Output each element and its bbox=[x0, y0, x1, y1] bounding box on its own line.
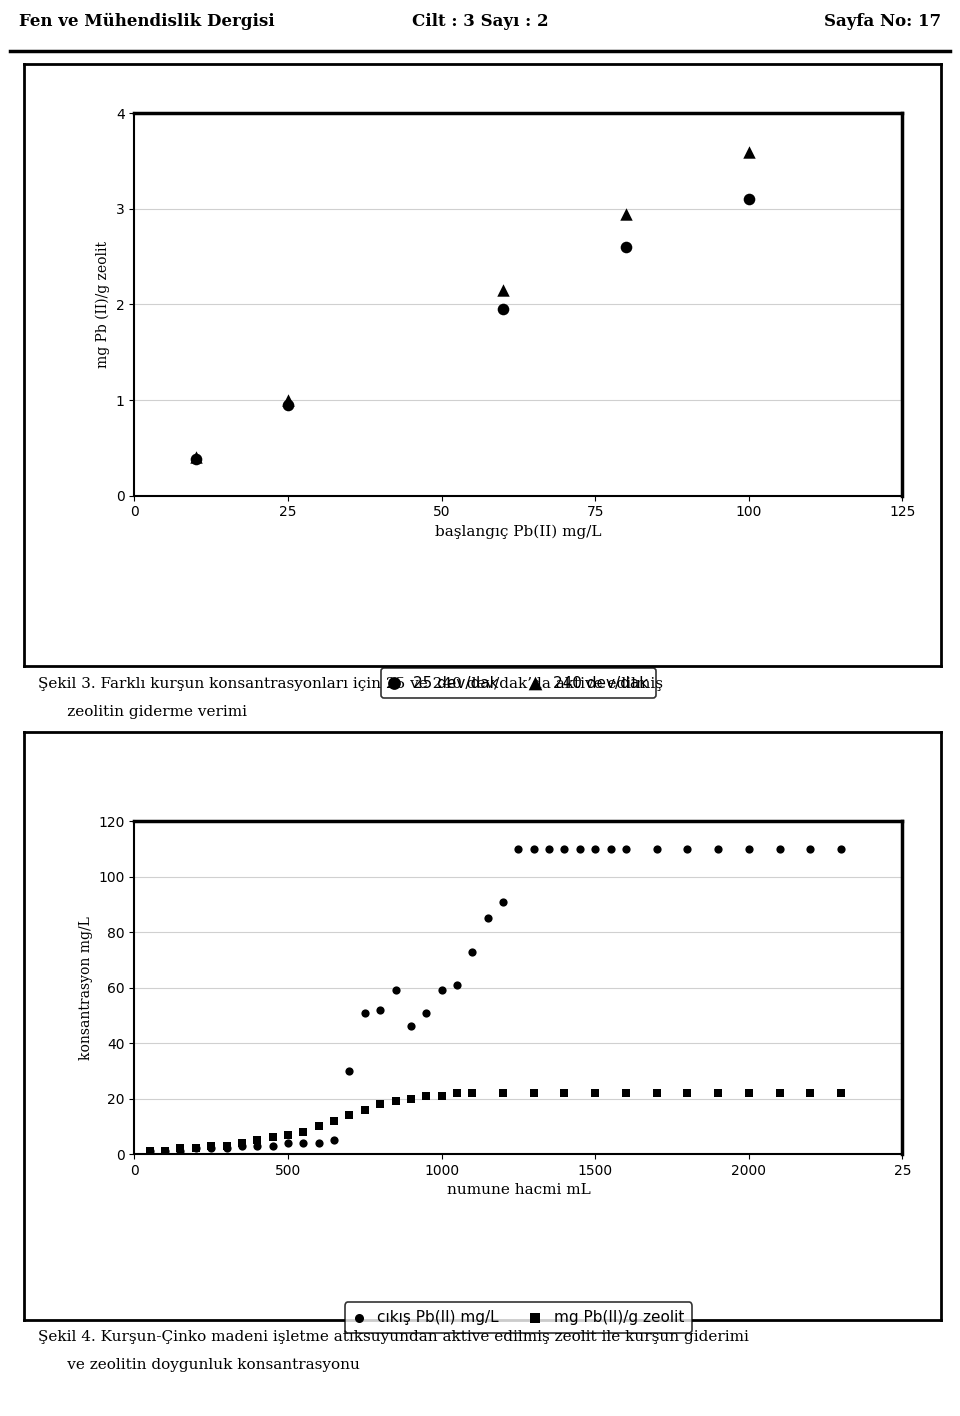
cıkış Pb(II) mg/L bbox=[265, 1134, 280, 1157]
240 dev/dak bbox=[495, 279, 511, 302]
mg Pb(II)/g zeolit bbox=[311, 1114, 326, 1137]
mg Pb(II)/g zeolit bbox=[833, 1082, 849, 1104]
cıkış Pb(II) mg/L bbox=[372, 998, 388, 1021]
cıkış Pb(II) mg/L bbox=[311, 1131, 326, 1154]
mg Pb(II)/g zeolit bbox=[173, 1137, 188, 1160]
mg Pb(II)/g zeolit bbox=[403, 1087, 419, 1110]
mg Pb(II)/g zeolit bbox=[250, 1129, 265, 1151]
cıkış Pb(II) mg/L bbox=[588, 838, 603, 861]
Text: Fen ve Mühendislik Dergisi: Fen ve Mühendislik Dergisi bbox=[19, 13, 275, 30]
cıkış Pb(II) mg/L bbox=[142, 1140, 157, 1163]
mg Pb(II)/g zeolit bbox=[588, 1082, 603, 1104]
mg Pb(II)/g zeolit bbox=[219, 1134, 234, 1157]
cıkış Pb(II) mg/L bbox=[326, 1129, 342, 1151]
mg Pb(II)/g zeolit bbox=[741, 1082, 756, 1104]
Text: Sayfa No: 17: Sayfa No: 17 bbox=[824, 13, 941, 30]
cıkış Pb(II) mg/L bbox=[480, 908, 495, 930]
cıkış Pb(II) mg/L bbox=[434, 978, 449, 1001]
mg Pb(II)/g zeolit bbox=[680, 1082, 695, 1104]
mg Pb(II)/g zeolit bbox=[434, 1085, 449, 1107]
240 dev/dak bbox=[280, 388, 296, 411]
cıkış Pb(II) mg/L bbox=[157, 1140, 173, 1163]
mg Pb(II)/g zeolit bbox=[326, 1110, 342, 1133]
cıkış Pb(II) mg/L bbox=[495, 891, 511, 913]
cıkış Pb(II) mg/L bbox=[465, 940, 480, 963]
mg Pb(II)/g zeolit bbox=[188, 1137, 204, 1160]
mg Pb(II)/g zeolit bbox=[618, 1082, 634, 1104]
cıkış Pb(II) mg/L bbox=[710, 838, 726, 861]
240 dev/dak bbox=[741, 140, 756, 163]
240 dev/dak bbox=[618, 202, 634, 225]
mg Pb(II)/g zeolit bbox=[142, 1140, 157, 1163]
cıkış Pb(II) mg/L bbox=[618, 838, 634, 861]
25 dev/dak bbox=[741, 188, 756, 211]
cıkış Pb(II) mg/L bbox=[234, 1134, 250, 1157]
cıkış Pb(II) mg/L bbox=[803, 838, 818, 861]
mg Pb(II)/g zeolit bbox=[465, 1082, 480, 1104]
25 dev/dak bbox=[618, 236, 634, 259]
25 dev/dak bbox=[188, 447, 204, 470]
25 dev/dak bbox=[495, 297, 511, 320]
cıkış Pb(II) mg/L bbox=[357, 1001, 372, 1024]
Text: Cilt : 3 Sayı : 2: Cilt : 3 Sayı : 2 bbox=[412, 13, 548, 30]
cıkış Pb(II) mg/L bbox=[772, 838, 787, 861]
cıkış Pb(II) mg/L bbox=[833, 838, 849, 861]
Text: ve zeolitin doygunluk konsantrasyonu: ve zeolitin doygunluk konsantrasyonu bbox=[38, 1358, 360, 1372]
cıkış Pb(II) mg/L bbox=[741, 838, 756, 861]
cıkış Pb(II) mg/L bbox=[511, 838, 526, 861]
cıkış Pb(II) mg/L bbox=[296, 1131, 311, 1154]
25 dev/dak bbox=[280, 394, 296, 416]
cıkış Pb(II) mg/L bbox=[250, 1134, 265, 1157]
cıkış Pb(II) mg/L bbox=[280, 1131, 296, 1154]
cıkış Pb(II) mg/L bbox=[541, 838, 557, 861]
cıkış Pb(II) mg/L bbox=[388, 978, 403, 1001]
Legend: cıkış Pb(II) mg/L, mg Pb(II)/g zeolit: cıkış Pb(II) mg/L, mg Pb(II)/g zeolit bbox=[345, 1303, 692, 1332]
cıkış Pb(II) mg/L bbox=[603, 838, 618, 861]
mg Pb(II)/g zeolit bbox=[342, 1104, 357, 1127]
mg Pb(II)/g zeolit bbox=[772, 1082, 787, 1104]
mg Pb(II)/g zeolit bbox=[357, 1099, 372, 1121]
Text: zeolitin giderme verimi: zeolitin giderme verimi bbox=[38, 705, 248, 719]
cıkış Pb(II) mg/L bbox=[572, 838, 588, 861]
mg Pb(II)/g zeolit bbox=[557, 1082, 572, 1104]
cıkış Pb(II) mg/L bbox=[204, 1137, 219, 1160]
240 dev/dak bbox=[188, 446, 204, 469]
cıkış Pb(II) mg/L bbox=[419, 1001, 434, 1024]
mg Pb(II)/g zeolit bbox=[803, 1082, 818, 1104]
mg Pb(II)/g zeolit bbox=[296, 1120, 311, 1143]
mg Pb(II)/g zeolit bbox=[280, 1123, 296, 1146]
mg Pb(II)/g zeolit bbox=[526, 1082, 541, 1104]
cıkış Pb(II) mg/L bbox=[403, 1015, 419, 1038]
X-axis label: numune hacmi mL: numune hacmi mL bbox=[446, 1184, 590, 1198]
mg Pb(II)/g zeolit bbox=[649, 1082, 664, 1104]
mg Pb(II)/g zeolit bbox=[265, 1126, 280, 1148]
mg Pb(II)/g zeolit bbox=[234, 1131, 250, 1154]
Legend: 25 dev/dak, 240 dev/dak: 25 dev/dak, 240 dev/dak bbox=[381, 668, 656, 698]
cıkış Pb(II) mg/L bbox=[449, 974, 465, 997]
Y-axis label: mg Pb (II)/g zeolit: mg Pb (II)/g zeolit bbox=[96, 241, 110, 368]
cıkış Pb(II) mg/L bbox=[188, 1137, 204, 1160]
cıkış Pb(II) mg/L bbox=[557, 838, 572, 861]
mg Pb(II)/g zeolit bbox=[204, 1134, 219, 1157]
mg Pb(II)/g zeolit bbox=[449, 1082, 465, 1104]
cıkış Pb(II) mg/L bbox=[526, 838, 541, 861]
Text: Şekil 3. Farklı kurşun konsantrasyonları için 25 ve 240 dev/dak’da aktive edilmi: Şekil 3. Farklı kurşun konsantrasyonları… bbox=[38, 677, 663, 691]
cıkış Pb(II) mg/L bbox=[680, 838, 695, 861]
mg Pb(II)/g zeolit bbox=[419, 1085, 434, 1107]
mg Pb(II)/g zeolit bbox=[710, 1082, 726, 1104]
cıkış Pb(II) mg/L bbox=[649, 838, 664, 861]
mg Pb(II)/g zeolit bbox=[495, 1082, 511, 1104]
cıkış Pb(II) mg/L bbox=[342, 1059, 357, 1082]
mg Pb(II)/g zeolit bbox=[372, 1093, 388, 1116]
mg Pb(II)/g zeolit bbox=[388, 1090, 403, 1113]
cıkış Pb(II) mg/L bbox=[173, 1140, 188, 1163]
mg Pb(II)/g zeolit bbox=[157, 1140, 173, 1163]
Text: Şekil 4. Kurşun-Çinko madeni işletme atıksuyundan aktive edilmiş zeolit ile kurş: Şekil 4. Kurşun-Çinko madeni işletme atı… bbox=[38, 1330, 749, 1344]
X-axis label: başlangıç Pb(II) mg/L: başlangıç Pb(II) mg/L bbox=[435, 525, 602, 539]
Y-axis label: konsantrasyon mg/L: konsantrasyon mg/L bbox=[79, 916, 93, 1059]
cıkış Pb(II) mg/L bbox=[219, 1137, 234, 1160]
